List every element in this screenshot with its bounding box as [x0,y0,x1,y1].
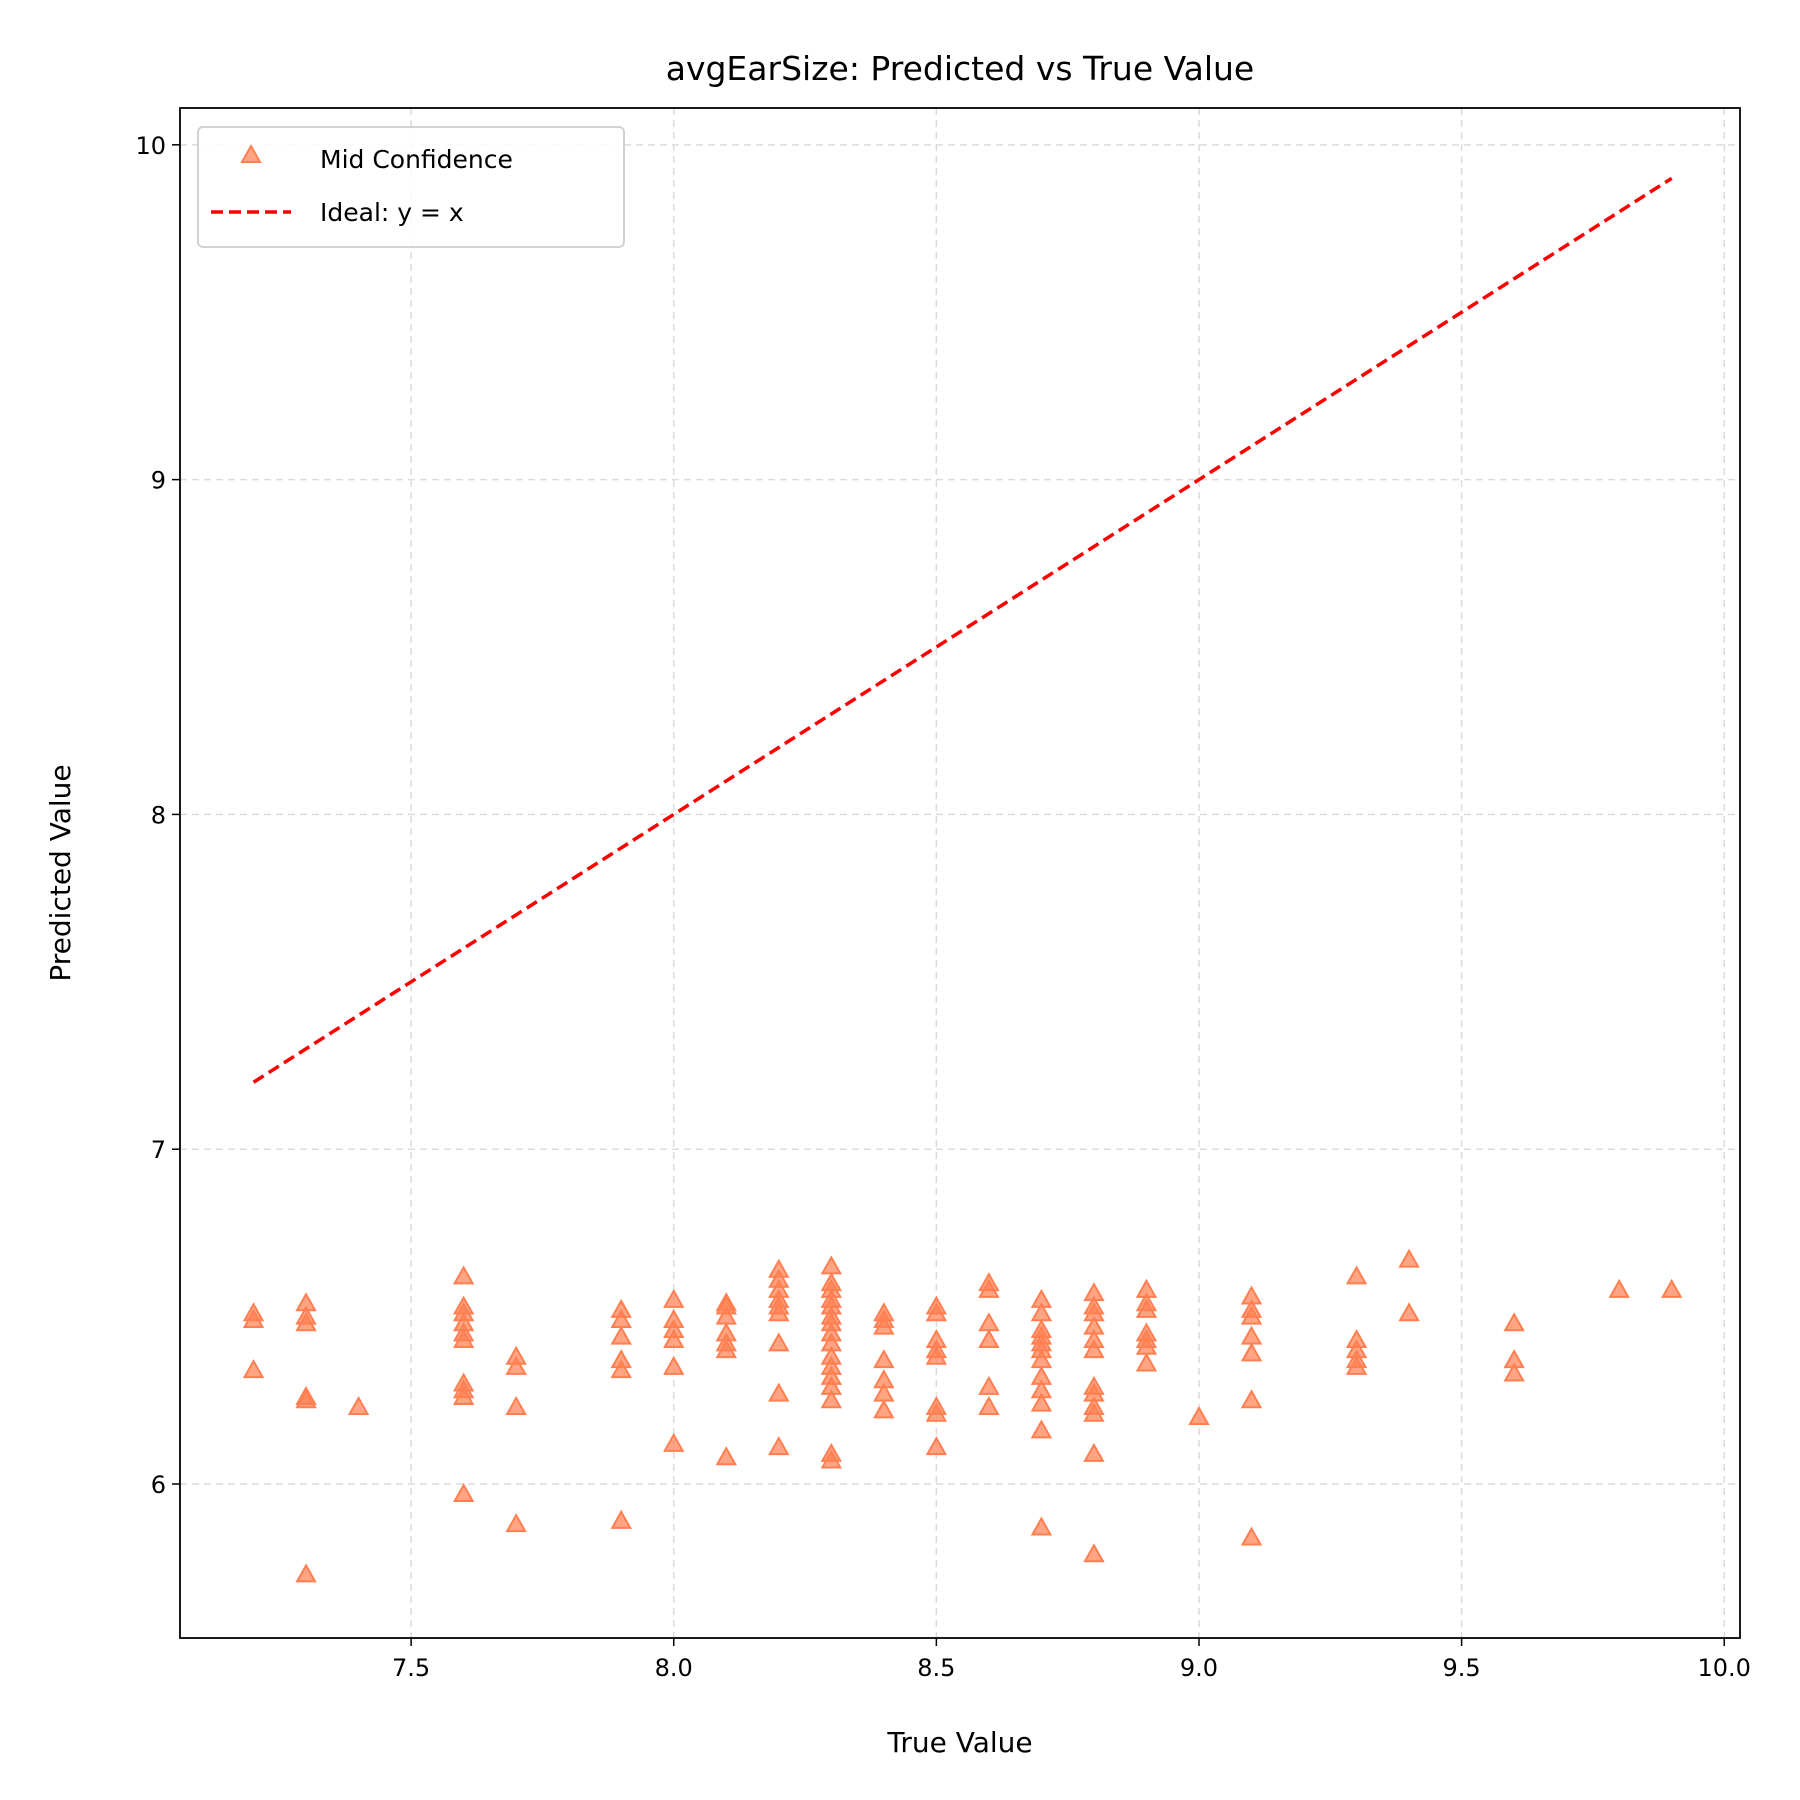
data-point [1135,1298,1158,1318]
y-tick-label: 8 [151,801,166,829]
data-point [978,1395,1000,1415]
x-tick-label: 9.0 [1180,1654,1218,1682]
data-point [663,1288,685,1308]
data-point [1240,1342,1263,1362]
data-point [1240,1305,1263,1325]
x-tick-label: 10.0 [1698,1654,1751,1682]
data-point [295,1312,317,1332]
data-point [1083,1402,1105,1422]
grid-lines [180,108,1740,1638]
legend-box [197,126,625,248]
data-point [242,1308,265,1328]
x-tick-label: 8.5 [917,1654,955,1682]
data-point [768,1382,790,1402]
data-point [768,1436,790,1456]
data-point [978,1375,1000,1395]
data-point [925,1345,948,1365]
data-point [1661,1278,1683,1298]
data-point [715,1446,737,1466]
data-point [663,1355,685,1375]
data-point [1083,1339,1105,1359]
data-point [925,1436,948,1456]
data-point [347,1395,370,1415]
data-point [1345,1355,1368,1375]
data-point [1608,1278,1630,1298]
data-point [1030,1516,1053,1536]
data-point [1398,1248,1420,1268]
data-point [610,1359,632,1379]
data-point [1503,1312,1525,1332]
data-point [768,1332,790,1352]
y-axis-label: Predicted Value [44,764,77,981]
axis-ticks: 7.5 8.0 8.5 9.0 9.5 10.0 6 7 8 9 10 [135,132,1751,1682]
data-point [1188,1405,1210,1426]
data-point [663,1432,685,1452]
y-tick-label: 9 [151,467,166,495]
legend: Mid Confidence Ideal: y = x [197,126,625,248]
data-point [1345,1265,1368,1285]
data-point [1240,1526,1263,1546]
legend-marker-mid-confidence [240,143,262,163]
data-point [663,1328,685,1349]
ideal-line [252,176,1673,1084]
data-point [925,1302,948,1322]
data-point [452,1482,475,1503]
plot-area-background [180,108,1740,1638]
data-point [1083,1543,1105,1563]
data-point [978,1278,1000,1298]
plot-frame [179,107,1741,1639]
data-point [295,1389,317,1409]
data-point [820,1389,843,1409]
x-axis-label: True Value [886,1726,1032,1759]
data-point [452,1328,475,1349]
data-point [452,1265,475,1285]
data-point [1030,1392,1053,1412]
data-point [610,1509,632,1529]
data-point [715,1339,737,1359]
data-point [610,1325,632,1345]
data-point [873,1399,895,1419]
legend-label-ideal: Ideal: y = x [320,198,464,227]
data-point [1135,1352,1158,1372]
data-point [1398,1302,1420,1322]
legend-label-mid-confidence: Mid Confidence [320,145,513,174]
scatter-points [242,1248,1683,1583]
data-point [873,1349,895,1369]
data-point [768,1302,790,1322]
ideal-line-layer [252,176,1673,1084]
data-point [1503,1362,1525,1382]
data-point [295,1563,317,1583]
data-point [1240,1389,1263,1409]
y-tick-label: 6 [151,1471,166,1499]
data-point [1083,1442,1105,1462]
x-tick-label: 7.5 [392,1654,430,1682]
data-point [505,1395,527,1415]
data-point [242,1359,265,1379]
data-point [505,1513,527,1533]
data-point [505,1355,527,1375]
data-point [820,1449,843,1469]
data-point [978,1328,1000,1349]
data-point [925,1402,948,1422]
y-tick-label: 7 [151,1136,166,1164]
chart-title: avgEarSize: Predicted vs True Value [666,49,1255,88]
data-point [452,1385,475,1405]
x-tick-label: 9.5 [1443,1654,1481,1682]
y-tick-label: 10 [135,132,166,160]
data-point [1030,1419,1053,1439]
x-tick-label: 8.0 [655,1654,693,1682]
data-point [873,1315,895,1335]
